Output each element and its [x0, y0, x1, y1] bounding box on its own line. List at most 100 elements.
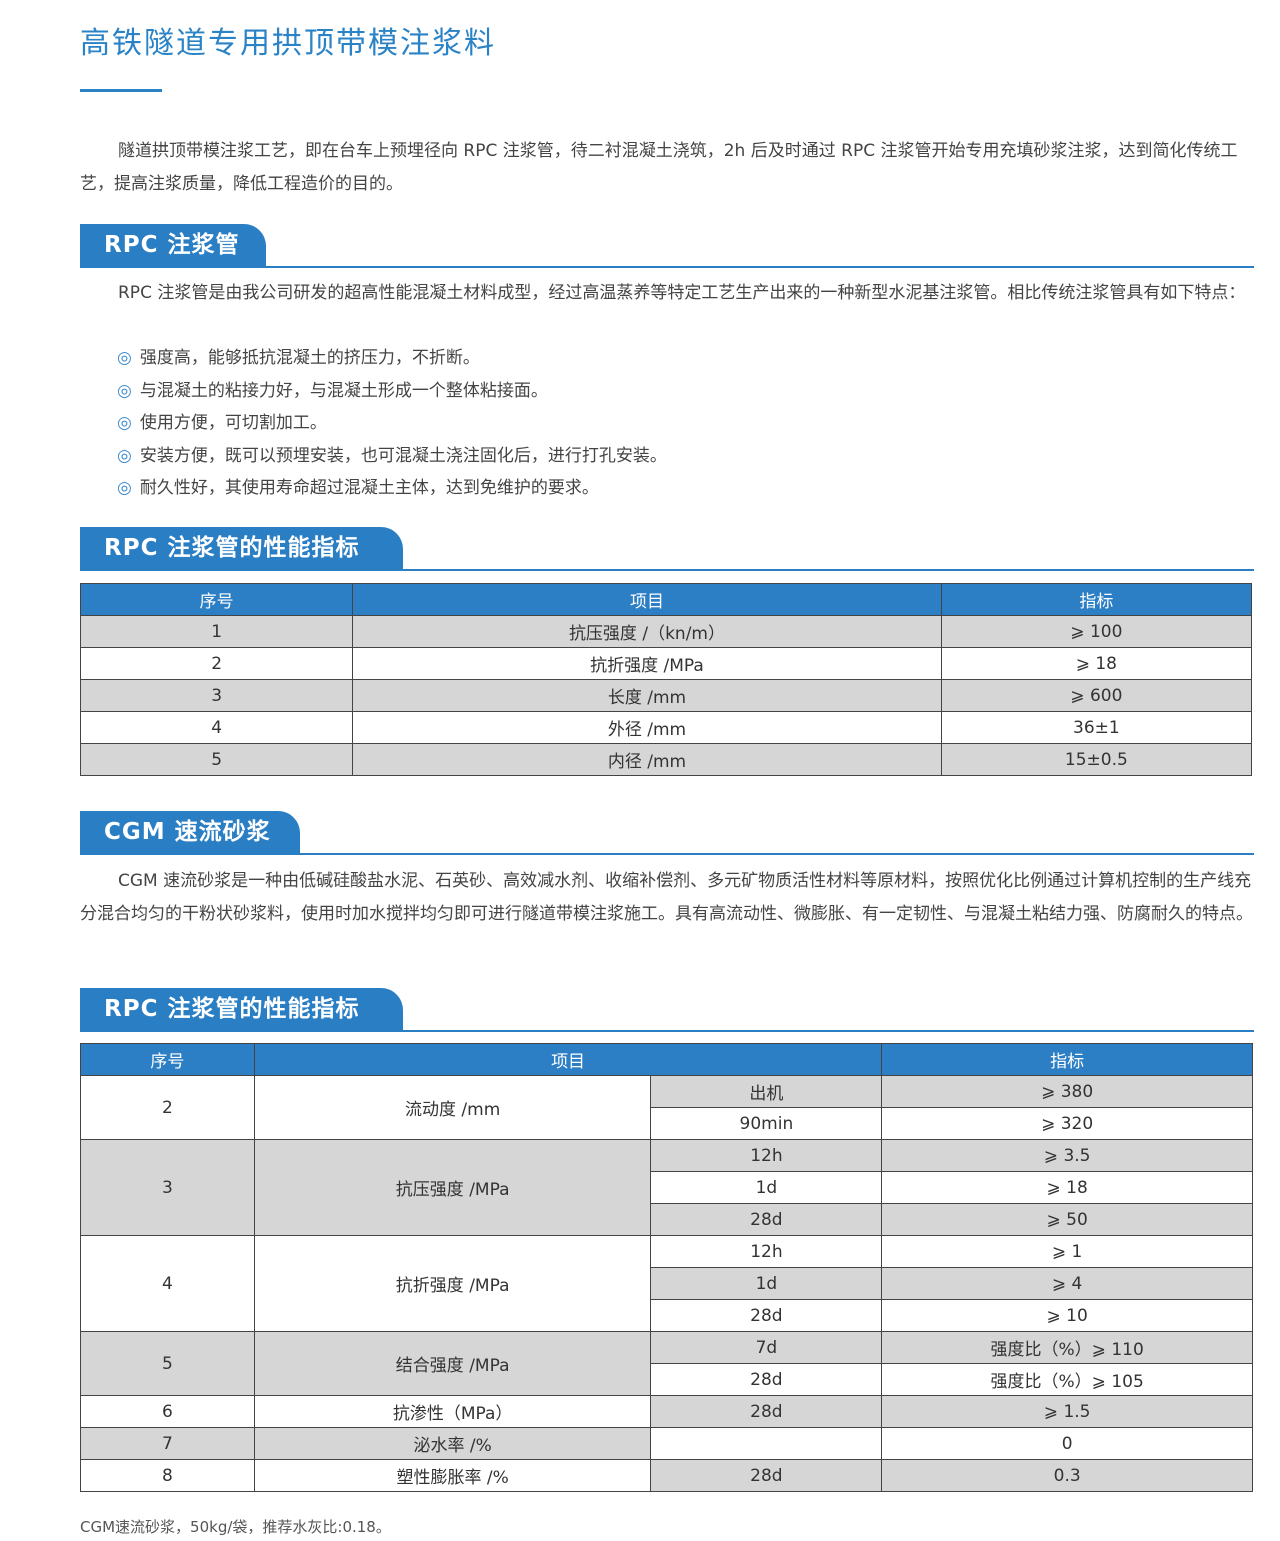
table-cell: 抗折强度 /MPa: [352, 647, 942, 680]
table-cell: ⩾ 380: [881, 1075, 1253, 1108]
table-row: 28d ⩾ 50: [81, 1203, 1253, 1236]
header-cell: 序号: [79, 583, 354, 616]
table-cell: 28d: [650, 1299, 883, 1332]
table-cell: ⩾ 50: [881, 1203, 1253, 1236]
table-row: 2 流动度 /mm 出机 ⩾ 380: [80, 1075, 1253, 1140]
table-row: 5 内径 /mm 15±0.5: [79, 743, 1253, 776]
table-cell: [650, 1427, 883, 1460]
circle-bullet-icon: ◎: [117, 478, 132, 499]
table-cell: 1d: [650, 1171, 883, 1204]
table-cell: ⩾ 18: [940, 647, 1253, 680]
feature-text: 使用方便，可切割加工。: [139, 413, 327, 434]
table-cell: ⩾ 1: [881, 1235, 1253, 1268]
table-cell: 28d: [650, 1363, 883, 1396]
table-cell: 15±0.5: [940, 743, 1253, 776]
table-cell: 抗折强度 /MPa: [253, 1235, 652, 1332]
feature-text: 与混凝土的粘接力好，与混凝土形成一个整体粘接面。: [139, 380, 548, 401]
intro-paragraph: 隧道拱顶带模注浆工艺，即在台车上预埋径向 RPC 注浆管，待二衬混凝土浇筑，2h…: [80, 141, 1238, 194]
table-cell: 2: [80, 1075, 255, 1140]
section-table1: RPC 注浆管的性能指标: [80, 527, 1254, 571]
title-underline: [80, 89, 162, 92]
section-heading: RPC 注浆管: [80, 224, 266, 266]
table-cell: 36±1: [940, 711, 1253, 744]
table-cell: 28d: [650, 1395, 883, 1428]
table-cell: ⩾ 1.5: [881, 1395, 1253, 1428]
table-cell: 5: [80, 1331, 255, 1396]
feature-text: 耐久性好，其使用寿命超过混凝土主体，达到免维护的要求。: [139, 478, 599, 499]
table-cell: 7d: [650, 1331, 883, 1364]
circle-bullet-icon: ◎: [117, 380, 132, 401]
table-cell: 泌水率 /%: [253, 1427, 652, 1460]
table-cell: ⩾ 600: [940, 679, 1253, 712]
header-cell: 指标: [940, 583, 1253, 616]
cgm-description: CGM 速流砂浆是一种由低碱硅酸盐水泥、石英砂、高效减水剂、收缩补偿剂、多元矿物…: [80, 871, 1253, 924]
table-cell: 4: [80, 1235, 255, 1332]
table-cell: 12h: [650, 1139, 883, 1172]
table-cell: 流动度 /mm: [253, 1075, 652, 1140]
feature-item: ◎ 强度高，能够抵抗混凝土的挤压力，不折断。: [117, 342, 667, 375]
table-row: 7 泌水率 /% 0: [80, 1427, 1253, 1460]
table-cell: 1d: [650, 1267, 883, 1300]
table-row: 4 抗折强度 /MPa 12h ⩾ 1: [80, 1235, 1253, 1332]
table-row: 4 外径 /mm 36±1: [79, 711, 1253, 744]
table-cell: 0: [881, 1427, 1253, 1460]
table-row: 1d ⩾ 4: [81, 1267, 1253, 1300]
table-cell: 抗渗性（MPa）: [253, 1395, 652, 1428]
table-cell: 28d: [650, 1203, 883, 1236]
circle-bullet-icon: ◎: [117, 348, 132, 368]
header-cell: 项目: [352, 583, 942, 616]
table-row: 1d ⩾ 18: [81, 1171, 1253, 1204]
table-cell: ⩾ 10: [881, 1299, 1253, 1332]
table-cell: 1: [79, 615, 354, 648]
header-cell: 序号: [80, 1043, 255, 1076]
table-cell: ⩾ 3.5: [881, 1139, 1253, 1172]
rpc-performance-table: 序号 项目 指标 1 抗压强度 /（kn/m） ⩾ 100 2 抗折强度 /MPa ⩾ 18 3…: [79, 583, 1253, 776]
table-cell: 4: [79, 711, 354, 744]
table-cell: ⩾ 320: [881, 1107, 1253, 1140]
table-cell: 外径 /mm: [352, 711, 942, 744]
cgm-performance-table: 序号 项目 指标 2 流动度 /mm 出机 ⩾ 380 90min ⩾ 320 3 抗压强度 /M…: [80, 1043, 1253, 1492]
table-cell: 抗压强度 /（kn/m）: [352, 615, 942, 648]
section-cgm: CGM 速流砂浆: [80, 811, 1254, 855]
table-cell: 12h: [650, 1235, 883, 1268]
table-cell: 5: [79, 743, 354, 776]
table-cell: 结合强度 /MPa: [253, 1331, 652, 1396]
table-cell: ⩾ 100: [940, 615, 1253, 648]
table-cell: 7: [80, 1427, 255, 1460]
feature-item: ◎ 与混凝土的粘接力好，与混凝土形成一个整体粘接面。: [117, 375, 667, 408]
table-cell: 0.3: [881, 1459, 1253, 1492]
feature-text: 安装方便，既可以预埋安装，也可混凝土浇注固化后，进行打孔安装。: [139, 445, 667, 466]
header-cell: 项目: [253, 1043, 883, 1076]
table-cell: 强度比（%）⩾ 110: [881, 1331, 1253, 1364]
page-title: 高铁隧道专用拱顶带模注浆料: [80, 26, 496, 61]
table-row: 3 抗压强度 /MPa 12h ⩾ 3.5: [80, 1139, 1253, 1236]
table-cell: 90min: [650, 1107, 883, 1140]
feature-item: ◎ 耐久性好，其使用寿命超过混凝土主体，达到免维护的要求。: [117, 472, 667, 505]
table-row: 28d 强度比（%）⩾ 105: [81, 1363, 1253, 1396]
section-heading: CGM 速流砂浆: [80, 811, 300, 853]
feature-item: ◎ 安装方便，既可以预埋安装，也可混凝土浇注固化后，进行打孔安装。: [117, 440, 667, 473]
table-cell: 内径 /mm: [352, 743, 942, 776]
table-cell: 强度比（%）⩾ 105: [881, 1363, 1253, 1396]
table-row: 3 长度 /mm ⩾ 600: [79, 679, 1253, 712]
table-row: 2 抗折强度 /MPa ⩾ 18: [79, 647, 1253, 680]
table-row: 90min ⩾ 320: [81, 1107, 1253, 1140]
table-row: 8 塑性膨胀率 /% 28d 0.3: [80, 1459, 1253, 1492]
table-cell: 抗压强度 /MPa: [253, 1139, 652, 1236]
rpc-description: RPC 注浆管是由我公司研发的超高性能混凝土材料成型，经过高温蒸养等特定工艺生产…: [118, 283, 1246, 303]
feature-text: 强度高，能够抵抗混凝土的挤压力，不折断。: [139, 348, 480, 368]
header-cell: 指标: [881, 1043, 1253, 1076]
feature-list: ◎ 强度高，能够抵抗混凝土的挤压力，不折断。 ◎ 与混凝土的粘接力好，与混凝土形成一个…: [117, 342, 667, 505]
table-row: 1 抗压强度 /（kn/m） ⩾ 100: [79, 615, 1253, 648]
table-cell: 3: [79, 679, 354, 712]
table-cell: 6: [80, 1395, 255, 1428]
section-heading: RPC 注浆管的性能指标: [80, 527, 403, 569]
section-table2: RPC 注浆管的性能指标: [80, 988, 1254, 1032]
table-cell: 28d: [650, 1459, 883, 1492]
circle-bullet-icon: ◎: [117, 445, 132, 466]
section-heading: RPC 注浆管的性能指标: [80, 988, 403, 1030]
table-cell: 2: [79, 647, 354, 680]
table-row: 5 结合强度 /MPa 7d 强度比（%）⩾ 110: [80, 1331, 1253, 1396]
circle-bullet-icon: ◎: [117, 413, 132, 434]
